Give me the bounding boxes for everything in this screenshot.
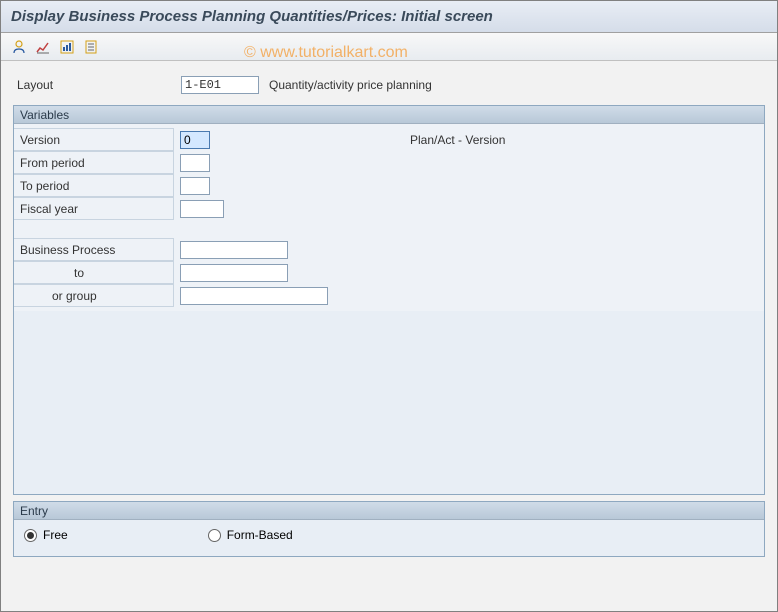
fiscal-year-label: Fiscal year: [14, 197, 174, 220]
entry-group-title: Entry: [14, 502, 764, 520]
fiscal-year-input[interactable]: [180, 200, 224, 218]
version-label: Version: [14, 128, 174, 151]
to-period-row: To period: [14, 174, 764, 197]
version-description: Plan/Act - Version: [410, 133, 505, 147]
form-based-radio-label: Form-Based: [227, 528, 293, 542]
to-row: to: [14, 261, 764, 284]
spacer: [14, 220, 764, 238]
business-process-row: Business Process: [14, 238, 764, 261]
title-bar: Display Business Process Planning Quanti…: [1, 1, 777, 33]
entry-content: Free Form-Based: [14, 520, 764, 550]
form-based-radio[interactable]: Form-Based: [208, 528, 293, 542]
business-process-input[interactable]: [180, 241, 288, 259]
layout-label: Layout: [13, 78, 181, 92]
or-group-row: or group: [14, 284, 764, 307]
to-label: to: [14, 261, 174, 284]
or-group-label: or group: [14, 284, 174, 307]
content-area: Layout Quantity/activity price planning …: [1, 61, 777, 569]
variables-group: Variables Version Plan/Act - Version Fro…: [13, 105, 765, 495]
layout-row: Layout Quantity/activity price planning: [13, 73, 765, 97]
or-group-input[interactable]: [180, 287, 328, 305]
free-radio[interactable]: Free: [24, 528, 68, 542]
layout-input[interactable]: [181, 76, 259, 94]
from-period-input[interactable]: [180, 154, 210, 172]
fiscal-year-row: Fiscal year: [14, 197, 764, 220]
toolbar: [1, 33, 777, 61]
version-input[interactable]: [180, 131, 210, 149]
variables-content: Version Plan/Act - Version From period T…: [14, 124, 764, 311]
free-radio-circle[interactable]: [24, 529, 37, 542]
form-based-radio-circle[interactable]: [208, 529, 221, 542]
page-title: Display Business Process Planning Quanti…: [11, 8, 493, 25]
main-container: Display Business Process Planning Quanti…: [0, 0, 778, 612]
version-row: Version Plan/Act - Version: [14, 128, 764, 151]
form-icon[interactable]: [81, 37, 101, 57]
chart-icon[interactable]: [33, 37, 53, 57]
layout-description: Quantity/activity price planning: [269, 78, 432, 92]
to-period-input[interactable]: [180, 177, 210, 195]
variables-group-title: Variables: [14, 106, 764, 124]
from-period-row: From period: [14, 151, 764, 174]
to-input[interactable]: [180, 264, 288, 282]
user-icon[interactable]: [9, 37, 29, 57]
business-process-label: Business Process: [14, 238, 174, 261]
from-period-label: From period: [14, 151, 174, 174]
stats-icon[interactable]: [57, 37, 77, 57]
to-period-label: To period: [14, 174, 174, 197]
free-radio-label: Free: [43, 528, 68, 542]
entry-group: Entry Free Form-Based: [13, 501, 765, 557]
